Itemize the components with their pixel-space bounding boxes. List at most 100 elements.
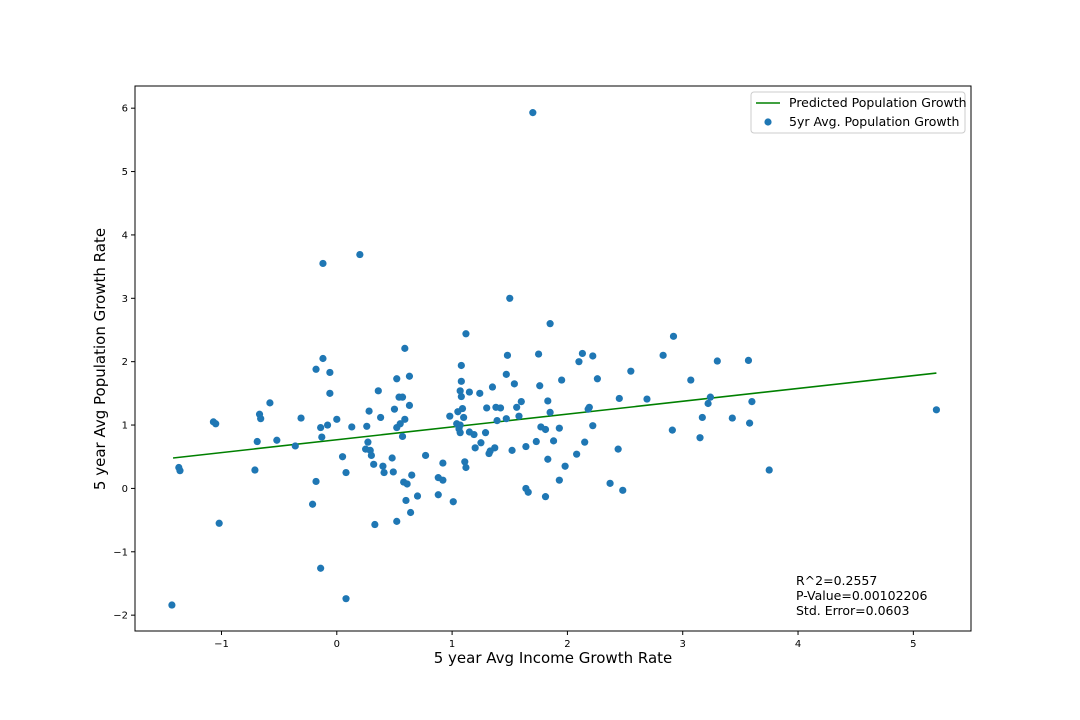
scatter-point <box>402 496 410 505</box>
y-tick-label: 0 <box>122 484 128 495</box>
scatter-point <box>408 471 416 479</box>
scatter-point <box>502 370 510 378</box>
scatter-point <box>398 432 407 441</box>
scatter-point <box>561 462 569 470</box>
scatter-point <box>456 387 464 395</box>
scatter-point <box>502 415 510 423</box>
scatter-point <box>713 357 721 365</box>
scatter-point <box>932 406 941 414</box>
scatter-point <box>257 415 265 423</box>
scatter-point <box>544 455 552 463</box>
scatter-point <box>388 454 396 462</box>
scatter-point <box>449 498 457 506</box>
scatter-point <box>318 433 326 441</box>
scatter-point <box>493 417 501 425</box>
scatter-point <box>323 421 332 429</box>
scatter-point <box>401 415 409 423</box>
scatter-point <box>669 332 678 340</box>
scatter-point <box>481 429 490 437</box>
scatter-point <box>367 451 375 460</box>
x-tick-label: 0 <box>334 639 340 650</box>
scatter-point <box>534 350 543 358</box>
plot-area <box>168 109 941 609</box>
scatter-point <box>483 404 491 412</box>
y-tick-label: 4 <box>122 230 128 241</box>
scatter-point <box>363 422 371 430</box>
scatter-point <box>457 377 465 385</box>
scatter-point <box>593 375 601 383</box>
scatter-point <box>606 479 614 487</box>
scatter-point <box>342 468 350 477</box>
x-axis: −1 0 1 2 3 4 5 <box>214 631 917 650</box>
scatter-point <box>393 517 401 525</box>
legend: Predicted Population Growth 5yr Avg. Pop… <box>750 91 967 134</box>
scatter-point <box>581 438 589 446</box>
scatter-point <box>319 354 327 363</box>
scatter-point <box>704 399 712 408</box>
scatter-point <box>510 380 518 388</box>
scatter-point <box>471 444 479 452</box>
scatter-point <box>477 439 485 447</box>
scatter-point <box>517 397 525 406</box>
scatter-point <box>338 453 347 461</box>
scatter-point <box>457 361 465 370</box>
scatter-point <box>365 407 373 415</box>
scatter-point <box>614 445 622 453</box>
std-error-label: Std. Error=0.0603 <box>796 603 909 618</box>
y-axis-title: 5 year Avg Population Growth Rate <box>91 228 109 490</box>
scatter-point <box>659 351 667 359</box>
scatter-point <box>389 468 397 476</box>
scatter-point <box>541 425 550 434</box>
scatter-point <box>506 294 514 302</box>
scatter-point <box>615 394 623 403</box>
scatter-point <box>462 463 470 472</box>
scatter-point <box>460 413 468 422</box>
scatter-point <box>456 429 464 437</box>
scatter-point <box>578 349 587 358</box>
scatter-point <box>744 356 753 365</box>
scatter-point <box>356 250 364 259</box>
scatter-point <box>326 389 334 397</box>
scatter-point <box>496 404 505 412</box>
scatter-point <box>370 460 378 468</box>
y-tick-label: 5 <box>122 167 128 178</box>
scatter-point <box>748 397 756 406</box>
scatter-point <box>379 462 387 470</box>
x-tick-label: −1 <box>214 639 229 650</box>
scatter-point <box>398 393 407 401</box>
scatter-point <box>405 401 414 409</box>
p-value-label: P-Value=0.00102206 <box>796 588 927 603</box>
scatter-point <box>405 372 414 380</box>
scatter-point <box>524 488 532 496</box>
scatter-point <box>584 405 592 413</box>
scatter-point <box>706 393 714 401</box>
scatter-point <box>401 344 409 352</box>
scatter-point <box>215 519 223 527</box>
scatter-point <box>312 477 320 486</box>
scatter-point <box>488 383 497 391</box>
x-axis-title: 5 year Avg Income Growth Rate <box>434 649 673 667</box>
scatter-point <box>627 367 635 375</box>
scatter-point <box>476 389 484 397</box>
x-tick-label: 5 <box>910 639 916 650</box>
scatter-point <box>326 368 334 377</box>
legend-marker-swatch <box>764 118 772 126</box>
scatter-point <box>413 492 422 500</box>
y-tick-label: −2 <box>113 611 128 622</box>
scatter-point <box>558 376 566 384</box>
scatter-point <box>291 442 299 450</box>
scatter-point <box>515 412 523 420</box>
scatter-point <box>555 424 563 432</box>
scatter-point <box>696 434 704 442</box>
scatter-point <box>273 436 281 444</box>
legend-item-observed: 5yr Avg. Population Growth <box>789 114 959 129</box>
scatter-point <box>544 397 552 405</box>
scatter-point <box>406 508 415 517</box>
scatter-point <box>454 408 462 416</box>
scatter-point <box>457 392 465 401</box>
scatter-point <box>589 352 597 360</box>
r-squared-label: R^2=0.2557 <box>796 573 877 588</box>
scatter-point <box>297 414 305 422</box>
x-tick-label: 2 <box>564 639 570 650</box>
